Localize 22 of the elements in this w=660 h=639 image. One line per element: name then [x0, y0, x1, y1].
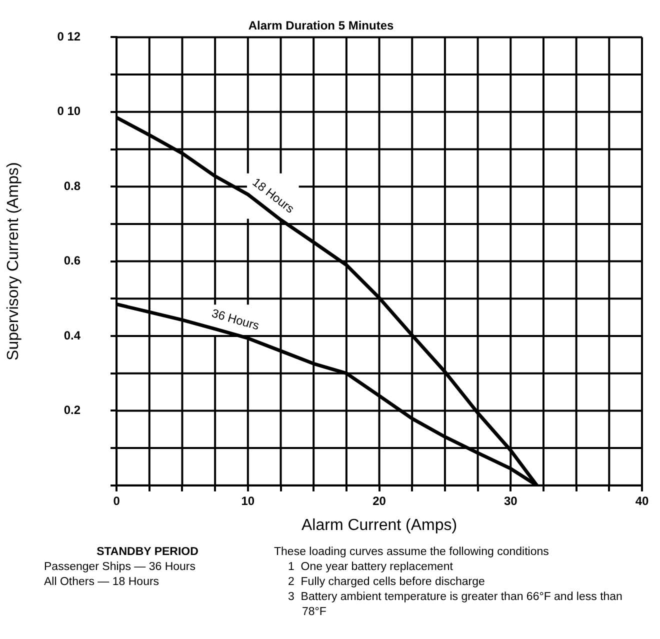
- text: 2 Fully charged cells before discharge: [288, 576, 485, 588]
- x-tick-label: 20: [372, 494, 386, 508]
- chart-title: Alarm Duration 5 Minutes: [248, 18, 394, 32]
- y-tick-label: 0 12: [57, 30, 81, 44]
- x-tick-label: 0: [113, 494, 120, 508]
- y-tick-label: 0.8: [64, 178, 81, 193]
- text: STANDBY PERIOD: [96, 546, 198, 558]
- text: 36 Hours: [210, 306, 261, 333]
- text: 3 Battery ambient temperature is greater than 66°F and less than 78°F: [288, 590, 622, 618]
- x-tick-label: 10: [241, 494, 255, 508]
- text: Passenger Ships — 36 Hours: [44, 560, 196, 573]
- x-tick-label: 40: [635, 494, 649, 508]
- y-tick-label: 0.6: [64, 254, 81, 268]
- y-axis-title: Supervisory Current (Amps): [5, 162, 22, 360]
- y-tick-label: 0.4: [64, 328, 81, 342]
- text: All Others — 18 Hours: [44, 576, 160, 588]
- y-tick-label: 0.2: [64, 403, 81, 418]
- text: 1 One year battery replacement: [288, 560, 454, 573]
- text: These loading curves assume the following conditions: [274, 546, 550, 558]
- x-axis-title: Alarm Current (Amps): [301, 516, 458, 534]
- x-tick-label: 30: [504, 494, 518, 508]
- y-tick-label: 0 10: [57, 104, 81, 118]
